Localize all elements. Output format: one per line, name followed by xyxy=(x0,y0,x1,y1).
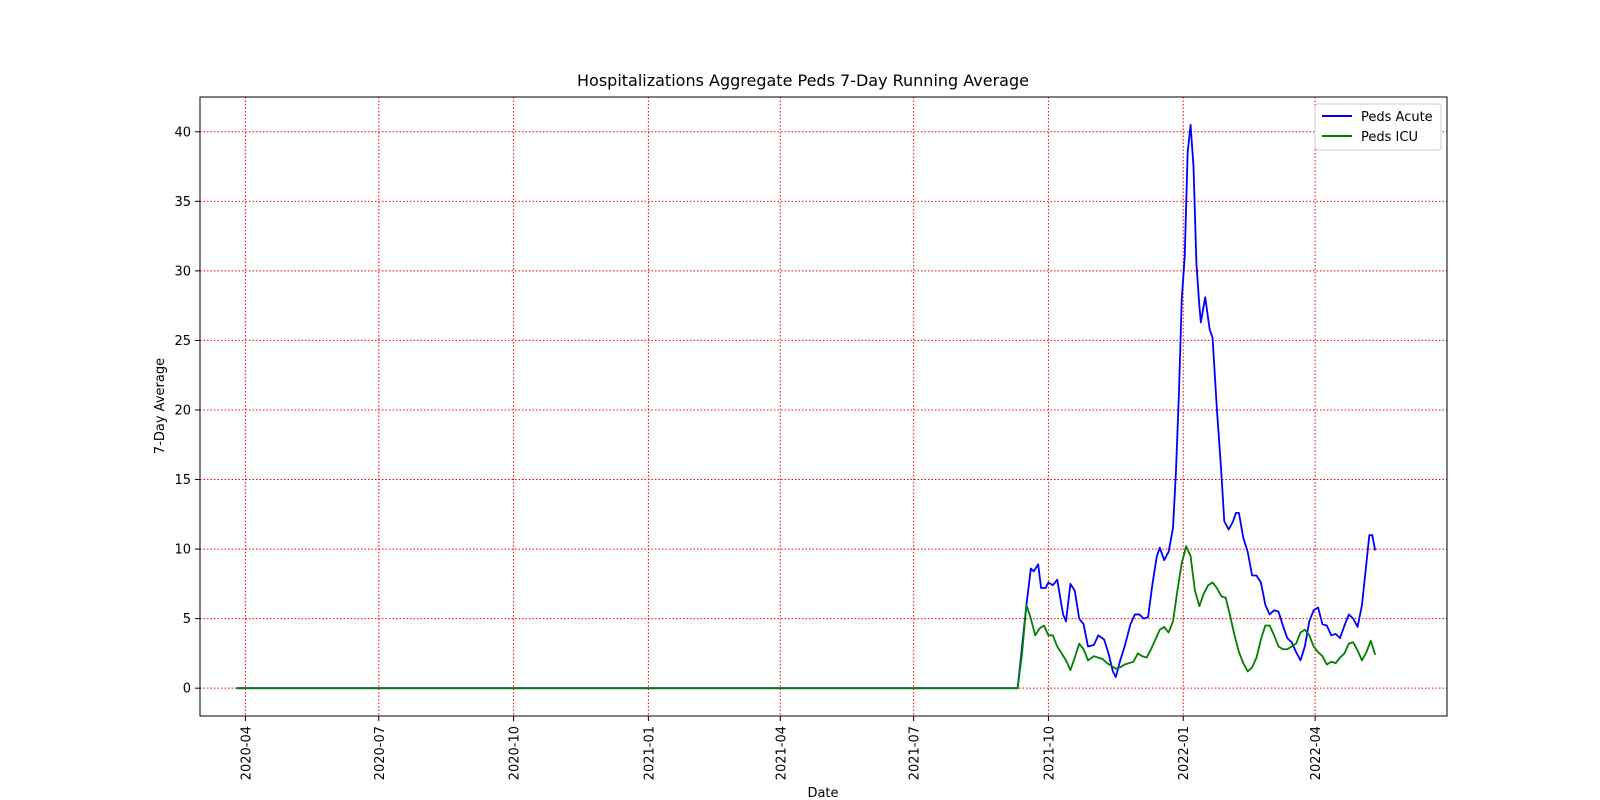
legend: Peds Acute Peds ICU xyxy=(1314,103,1442,151)
y-tick-label: 20 xyxy=(174,403,191,418)
series-line-1 xyxy=(236,545,1377,690)
x-tick-label: 2022-01 xyxy=(1177,726,1192,780)
x-axis: 2020-04 2020-07 2020-10 2021-01 2021-04 2021-… xyxy=(239,716,1324,780)
legend-label: Peds Acute xyxy=(1361,110,1433,125)
y-tick-label: 10 xyxy=(174,543,191,558)
y-axis: 0 5 10 15 20 25 30 35 40 xyxy=(174,125,200,697)
y-tick-label: 0 xyxy=(183,682,191,697)
y-tick-label: 40 xyxy=(174,125,191,140)
x-tick-label: 2021-10 xyxy=(1042,726,1057,780)
grid-lines xyxy=(200,97,1447,716)
plot-frame xyxy=(199,96,1448,717)
y-tick-label: 15 xyxy=(174,473,191,488)
x-tick-label: 2021-07 xyxy=(908,726,923,780)
y-tick-label: 35 xyxy=(174,195,191,210)
x-tick-label: 2020-04 xyxy=(239,726,254,780)
x-tick-label: 2021-01 xyxy=(642,726,657,780)
y-tick-label: 25 xyxy=(174,334,191,349)
y-tick-label: 30 xyxy=(174,264,191,279)
y-axis-title: 7-Day Average xyxy=(153,358,168,454)
x-axis-title: Date xyxy=(807,786,838,800)
series-layer xyxy=(236,123,1377,690)
x-tick-label: 2021-04 xyxy=(774,726,789,780)
x-tick-label: 2020-07 xyxy=(373,726,388,780)
y-tick-label: 5 xyxy=(183,612,191,627)
series-line-0 xyxy=(236,123,1377,690)
chart-title: Hospitalizations Aggregate Peds 7-Day Ru… xyxy=(577,71,1029,90)
x-tick-label: 2020-10 xyxy=(508,726,523,780)
legend-label: Peds ICU xyxy=(1361,130,1418,145)
x-tick-label: 2022-04 xyxy=(1309,726,1324,780)
